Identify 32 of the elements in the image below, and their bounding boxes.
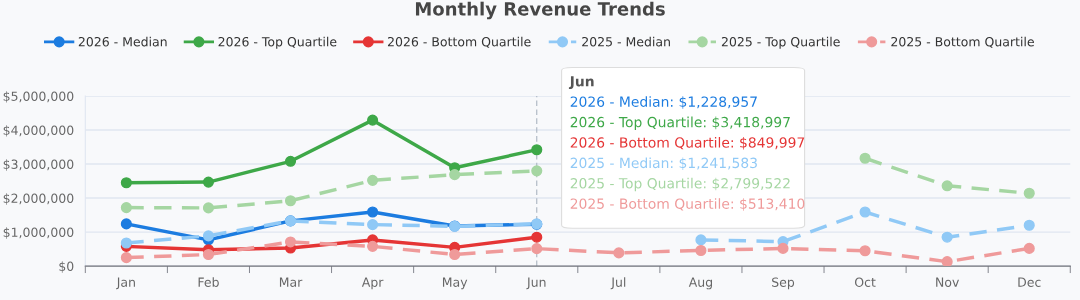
annotation: 2026 - Median: $1,228,957 <box>570 96 757 109</box>
legend-label: 2025 - Bottom Quartile <box>891 36 1034 48</box>
y-tick-label: $2,000,000 <box>3 193 74 205</box>
legend-label: 2025 - Median <box>582 36 670 47</box>
y-tick-label: $3,000,000 <box>3 159 74 171</box>
x-tick-label: Jun <box>526 277 546 290</box>
x-tick-label: Mar <box>279 277 303 287</box>
x-tick-label: Aug <box>688 277 712 290</box>
chart-title: Monthly Revenue Trends <box>415 1 665 20</box>
x-tick-label: Jan <box>116 277 135 290</box>
annotation: 2025 - Median: $1,241,583 <box>570 157 757 170</box>
annotation: 2025 - Top Quartile: $2,799,522 <box>570 177 790 192</box>
x-tick-label: Nov <box>936 277 959 287</box>
annotation: 2025 - Bottom Quartile: $513,410 <box>570 198 805 211</box>
x-tick-label: Apr <box>361 277 384 290</box>
y-tick-label: $0 <box>59 261 74 273</box>
annotation: 2026 - Top Quartile: $3,418,997 <box>570 116 790 131</box>
legend-label: 2025 - Top Quartile <box>721 36 840 49</box>
y-tick-label: $5,000,000 <box>3 91 74 103</box>
x-tick-label: Feb <box>198 277 219 287</box>
y-tick-label: $4,000,000 <box>3 125 74 137</box>
y-tick-label: $1,000,000 <box>3 227 74 239</box>
text: Jun <box>568 76 594 90</box>
legend-label: 2026 - Top Quartile <box>218 36 337 49</box>
x-tick-label: Oct <box>854 277 876 287</box>
x-tick-label: Jul <box>610 277 626 290</box>
annotation: 2026 - Bottom Quartile: $849,997 <box>570 136 805 150</box>
legend-label: 2026 - Median <box>78 36 167 47</box>
x-tick-label: Dec <box>1018 277 1041 287</box>
x-tick-label: May <box>442 277 468 290</box>
legend-label: 2026 - Bottom Quartile <box>387 36 531 48</box>
x-tick-label: Sep <box>772 277 795 290</box>
